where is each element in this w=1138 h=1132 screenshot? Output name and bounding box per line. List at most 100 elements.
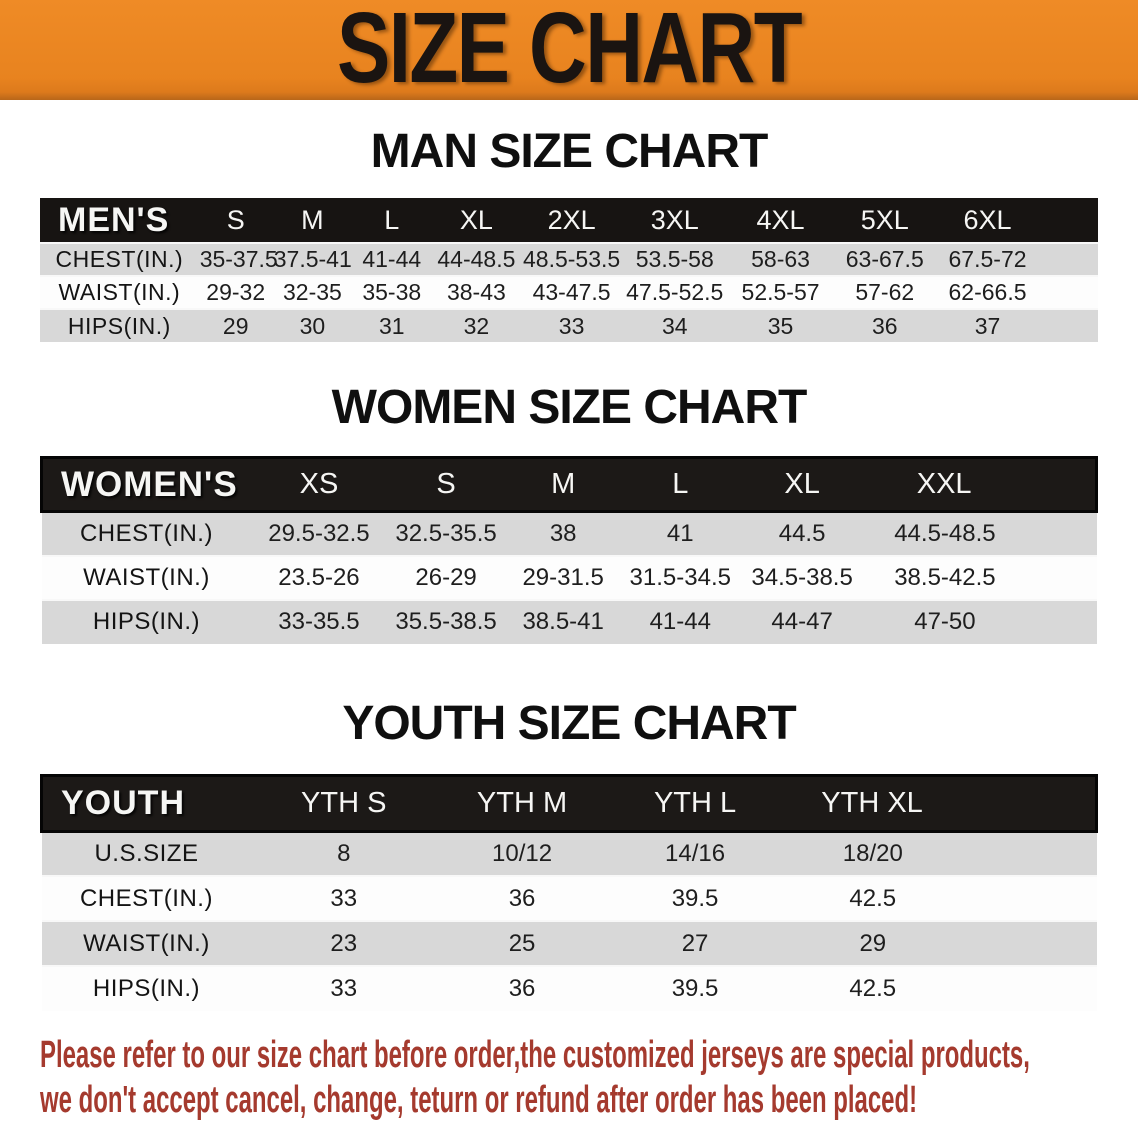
size-cell: 32.5-35.5 (386, 510, 506, 556)
size-cell: 35.5-38.5 (386, 598, 506, 644)
size-cell: 35-37.5 (198, 242, 278, 276)
youth-section-heading: YOUTH SIZE CHART (342, 696, 796, 750)
row-label: U.S.SIZE (41, 830, 252, 876)
size-cell: 30 (272, 308, 353, 342)
men-corner-label: MEN'S (40, 198, 199, 243)
size-cell: 34.5-38.5 (739, 554, 865, 600)
size-cell: 44-47 (739, 598, 865, 644)
size-cell: 38-43 (431, 275, 522, 309)
men-size-table: MEN'S S M L XL 2XL 3XL 4XL 5XL 6XL CHEST… (40, 198, 1098, 342)
size-cell: 33 (521, 308, 622, 342)
size-column-header: XL (739, 456, 865, 513)
size-cell: 38.5-42.5 (864, 554, 1097, 600)
size-cell: 57-62 (833, 275, 937, 309)
women-size-table: WOMEN'S XS S M L XL XXL CHEST(IN.) 29.5-… (40, 456, 1099, 644)
size-cell: 41-44 (620, 598, 740, 644)
size-cell: 31.5-34.5 (620, 554, 740, 600)
size-column-header: 5XL (833, 198, 937, 243)
men-chest-row: CHEST(IN.) 35-37.5 37.5-41 41-44 44-48.5… (40, 242, 1098, 276)
size-cell: 62-66.5 (936, 275, 1098, 309)
size-cell: 18/20 (782, 830, 1097, 876)
size-column-header: S (198, 198, 273, 243)
size-cell: 29-31.5 (505, 554, 621, 600)
size-cell: 29-32 (198, 275, 273, 309)
size-cell: 23 (251, 920, 437, 966)
size-cell: 47-50 (864, 598, 1097, 644)
size-cell: 29 (198, 308, 273, 342)
women-waist-row: WAIST(IN.) 23.5-26 26-29 29-31.5 31.5-34… (41, 554, 1097, 600)
youth-waist-row: WAIST(IN.) 23 25 27 29 (41, 920, 1097, 966)
size-column-header: L (352, 198, 432, 243)
size-column-header: 3XL (621, 198, 728, 243)
size-cell: 35-38 (352, 275, 432, 309)
youth-size-table: YOUTH YTH S YTH M YTH L YTH XL U.S.SIZE … (40, 773, 1099, 1011)
row-label: CHEST(IN.) (41, 875, 252, 921)
size-cell: 39.5 (608, 875, 783, 921)
size-column-header: XXL (864, 456, 1099, 513)
size-cell: 37 (936, 308, 1098, 342)
women-chest-row: CHEST(IN.) 29.5-32.5 32.5-35.5 38 41 44.… (41, 510, 1097, 556)
size-cell: 36 (436, 965, 609, 1011)
size-cell: 38 (505, 510, 621, 556)
row-label: HIPS(IN.) (40, 308, 199, 342)
youth-ussize-row: U.S.SIZE 8 10/12 14/16 18/20 (41, 830, 1097, 876)
size-cell: 53.5-58 (621, 242, 728, 276)
youth-hips-row: HIPS(IN.) 33 36 39.5 42.5 (41, 965, 1097, 1011)
size-column-header: M (272, 198, 353, 243)
size-cell: 67.5-72 (936, 242, 1098, 276)
size-cell: 48.5-53.5 (521, 242, 622, 276)
size-cell: 41 (620, 510, 740, 556)
size-cell: 35 (727, 308, 834, 342)
size-cell: 41-44 (352, 242, 432, 276)
row-label: HIPS(IN.) (41, 965, 252, 1011)
size-column-header: YTH L (608, 773, 783, 833)
size-chart-banner: SIZE CHART (0, 0, 1138, 100)
banner-title: SIZE CHART (337, 0, 803, 104)
row-label: WAIST(IN.) (41, 554, 252, 600)
women-header-row: WOMEN'S XS S M L XL XXL (40, 456, 1099, 513)
youth-header-row: YOUTH YTH S YTH M YTH L YTH XL (40, 773, 1099, 833)
size-cell: 29.5-32.5 (251, 510, 387, 556)
women-hips-row: HIPS(IN.) 33-35.5 35.5-38.5 38.5-41 41-4… (41, 598, 1097, 644)
size-column-header: YTH S (251, 773, 437, 833)
size-column-header: XL (431, 198, 522, 243)
youth-corner-label: YOUTH (40, 773, 252, 833)
size-cell: 31 (352, 308, 432, 342)
men-header-row: MEN'S S M L XL 2XL 3XL 4XL 5XL 6XL (40, 198, 1098, 243)
size-cell: 43-47.5 (521, 275, 622, 309)
size-cell: 23.5-26 (251, 554, 387, 600)
size-cell: 39.5 (608, 965, 783, 1011)
size-cell: 38.5-41 (505, 598, 621, 644)
size-cell: 63-67.5 (833, 242, 937, 276)
row-label: WAIST(IN.) (40, 275, 199, 309)
disclaimer-note: Please refer to our size chart before or… (40, 1033, 1138, 1123)
size-cell: 42.5 (782, 875, 1097, 921)
size-cell: 36 (833, 308, 937, 342)
row-label: WAIST(IN.) (41, 920, 252, 966)
size-column-header: M (505, 456, 621, 513)
size-cell: 47.5-52.5 (621, 275, 728, 309)
size-cell: 29 (782, 920, 1097, 966)
size-cell: 58-63 (727, 242, 834, 276)
size-column-header: L (620, 456, 740, 513)
size-cell: 14/16 (608, 830, 783, 876)
size-cell: 52.5-57 (727, 275, 834, 309)
size-cell: 34 (621, 308, 728, 342)
size-column-header: YTH XL (782, 773, 1099, 833)
size-cell: 42.5 (782, 965, 1097, 1011)
size-cell: 8 (251, 830, 437, 876)
size-cell: 10/12 (436, 830, 609, 876)
size-cell: 36 (436, 875, 609, 921)
size-cell: 37.5-41 (272, 242, 353, 276)
size-cell: 32-35 (272, 275, 353, 309)
size-column-header: YTH M (436, 773, 609, 833)
row-label: HIPS(IN.) (41, 598, 252, 644)
size-cell: 26-29 (386, 554, 506, 600)
row-label: CHEST(IN.) (41, 510, 252, 556)
men-hips-row: HIPS(IN.) 29 30 31 32 33 34 35 36 37 (40, 308, 1098, 342)
size-column-header: 2XL (521, 198, 622, 243)
disclaimer-line-1: Please refer to our size chart before or… (40, 1034, 1030, 1076)
women-corner-label: WOMEN'S (40, 456, 252, 513)
size-column-header: 6XL (936, 198, 1098, 243)
youth-chest-row: CHEST(IN.) 33 36 39.5 42.5 (41, 875, 1097, 921)
